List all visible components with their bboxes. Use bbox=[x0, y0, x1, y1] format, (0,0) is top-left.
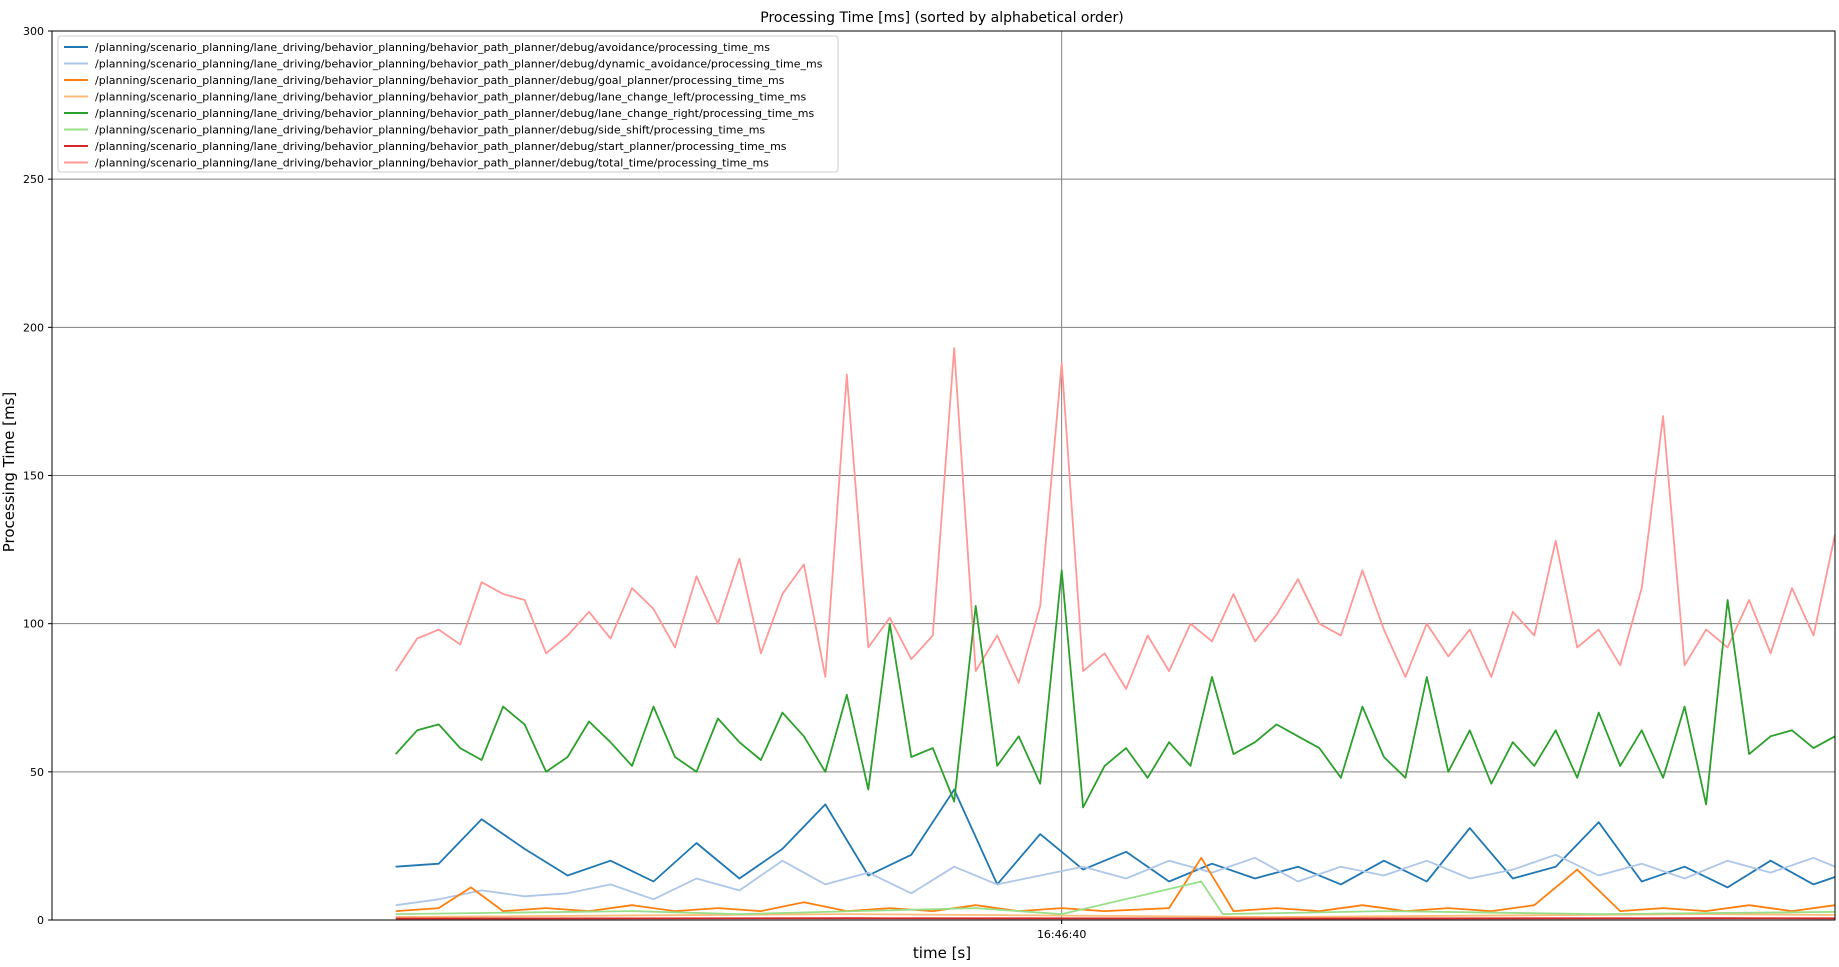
legend-box bbox=[57, 35, 839, 173]
series-line-8 bbox=[394, 347, 1835, 690]
y-tick-label: 250 bbox=[23, 173, 44, 186]
legend-label: /planning/scenario_planning/lane_driving… bbox=[95, 74, 785, 87]
legend-label: /planning/scenario_planning/lane_driving… bbox=[95, 91, 806, 104]
y-tick-label: 100 bbox=[23, 618, 44, 631]
legend-label: /planning/scenario_planning/lane_driving… bbox=[95, 107, 815, 120]
y-tick-label: 300 bbox=[23, 25, 44, 38]
legend-label: /planning/scenario_planning/lane_driving… bbox=[95, 140, 787, 153]
series-line-3 bbox=[395, 856, 1835, 912]
chart-title: Processing Time [ms] (sorted by alphabet… bbox=[760, 10, 1123, 26]
legend: /planning/scenario_planning/lane_driving… bbox=[57, 35, 839, 173]
series-line-7 bbox=[395, 917, 1835, 920]
series-line-5 bbox=[395, 569, 1835, 809]
series-line-6 bbox=[395, 880, 1835, 915]
y-tick-label: 0 bbox=[37, 914, 44, 927]
series-layer bbox=[394, 347, 1835, 920]
legend-label: /planning/scenario_planning/lane_driving… bbox=[95, 157, 769, 170]
series-line-1 bbox=[395, 788, 1835, 889]
series-line-2 bbox=[395, 853, 1835, 907]
x-axis-label: time [s] bbox=[913, 944, 971, 962]
legend-items: /planning/scenario_planning/lane_driving… bbox=[64, 41, 823, 170]
y-tick-label: 150 bbox=[23, 470, 44, 483]
legend-label: /planning/scenario_planning/lane_driving… bbox=[95, 41, 770, 54]
y-axis-label: Processing Time [ms] bbox=[0, 392, 18, 552]
y-tick-label: 50 bbox=[30, 766, 44, 779]
tick-layer: 05010015020025030016:46:4016:46:5016:47:… bbox=[23, 25, 1086, 941]
legend-label: /planning/scenario_planning/lane_driving… bbox=[95, 124, 765, 137]
legend-label: /planning/scenario_planning/lane_driving… bbox=[95, 58, 823, 71]
y-tick-label: 200 bbox=[23, 321, 44, 334]
x-tick-label: 16:46:40 bbox=[1037, 928, 1086, 941]
